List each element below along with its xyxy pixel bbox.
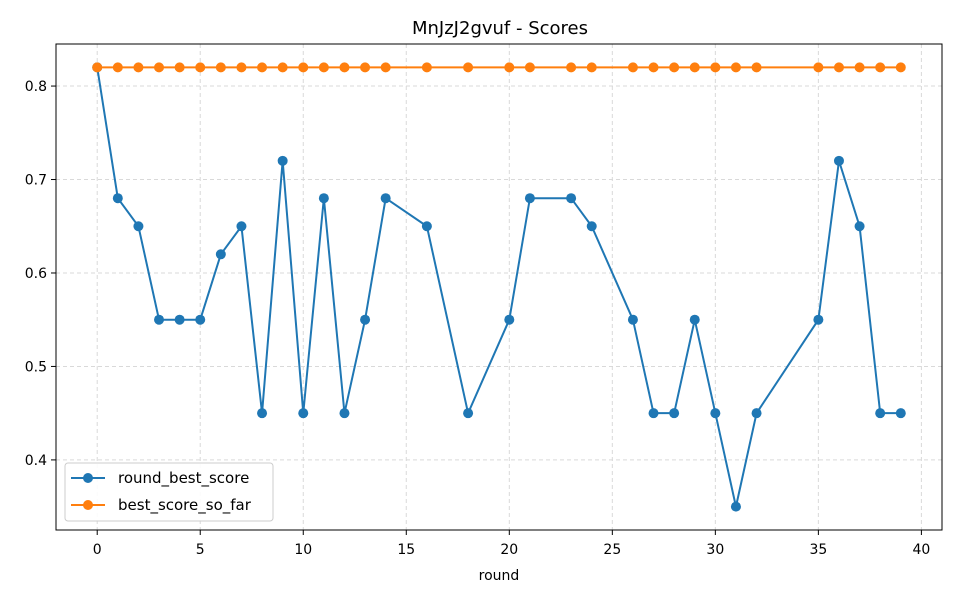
data-point bbox=[112, 193, 123, 204]
grid-lines bbox=[56, 44, 942, 530]
y-tick-label: 0.8 bbox=[25, 79, 47, 95]
data-point bbox=[154, 62, 165, 73]
data-point bbox=[298, 408, 309, 419]
data-point bbox=[524, 62, 535, 73]
data-point bbox=[215, 62, 226, 73]
legend-label: best_score_so_far bbox=[118, 496, 252, 515]
x-tick-label: 35 bbox=[809, 542, 827, 558]
data-point bbox=[174, 314, 185, 325]
data-point bbox=[133, 221, 144, 232]
data-point bbox=[730, 501, 741, 512]
x-tick-label: 30 bbox=[706, 542, 724, 558]
x-axis-ticks: 0 5 10 15 20 25 30 35 40 bbox=[93, 530, 930, 558]
chart-title: MnJzJ2gvuf - Scores bbox=[412, 18, 588, 39]
data-point bbox=[277, 155, 288, 166]
data-point bbox=[813, 314, 824, 325]
x-tick-label: 10 bbox=[294, 542, 312, 558]
data-point bbox=[751, 62, 762, 73]
series-best-score-so-far bbox=[92, 62, 906, 73]
y-axis-ticks: 0.4 0.5 0.6 0.7 0.8 bbox=[25, 79, 56, 469]
data-point bbox=[195, 314, 206, 325]
y-tick-label: 0.4 bbox=[25, 453, 47, 469]
data-point bbox=[586, 62, 597, 73]
data-point bbox=[669, 62, 680, 73]
data-point bbox=[360, 62, 371, 73]
data-point bbox=[195, 62, 206, 73]
legend: round_best_score best_score_so_far bbox=[64, 462, 274, 522]
data-point bbox=[112, 62, 123, 73]
data-point bbox=[504, 314, 515, 325]
data-point bbox=[524, 193, 535, 204]
data-point bbox=[236, 62, 247, 73]
data-point bbox=[339, 62, 350, 73]
y-tick-label: 0.5 bbox=[25, 359, 47, 375]
series-round-best-score bbox=[92, 62, 906, 512]
legend-item: round_best_score bbox=[71, 469, 249, 488]
legend-marker bbox=[83, 473, 93, 483]
data-point bbox=[318, 193, 329, 204]
data-point bbox=[92, 62, 103, 73]
data-point bbox=[339, 408, 350, 419]
legend-marker bbox=[83, 500, 93, 510]
x-tick-label: 5 bbox=[196, 542, 205, 558]
legend-item: best_score_so_far bbox=[71, 496, 252, 515]
data-point bbox=[895, 408, 906, 419]
data-point bbox=[627, 314, 638, 325]
data-point bbox=[504, 62, 515, 73]
data-point bbox=[298, 62, 309, 73]
data-point bbox=[463, 408, 474, 419]
data-point bbox=[318, 62, 329, 73]
x-tick-label: 20 bbox=[500, 542, 518, 558]
data-point bbox=[875, 408, 886, 419]
data-point bbox=[669, 408, 680, 419]
data-point bbox=[154, 314, 165, 325]
legend-box bbox=[64, 462, 274, 522]
data-point bbox=[648, 62, 659, 73]
data-point bbox=[586, 221, 597, 232]
data-point bbox=[751, 408, 762, 419]
data-point bbox=[730, 62, 741, 73]
data-point bbox=[854, 62, 865, 73]
data-point bbox=[215, 249, 226, 260]
series-layer bbox=[92, 62, 906, 512]
x-tick-label: 15 bbox=[397, 542, 415, 558]
data-point bbox=[463, 62, 474, 73]
plot-area bbox=[56, 44, 942, 530]
legend-label: round_best_score bbox=[118, 469, 249, 488]
x-tick-label: 25 bbox=[603, 542, 621, 558]
x-tick-label: 40 bbox=[912, 542, 930, 558]
data-point bbox=[174, 62, 185, 73]
y-tick-label: 0.7 bbox=[25, 173, 47, 189]
y-tick-label: 0.6 bbox=[25, 266, 47, 282]
data-point bbox=[833, 62, 844, 73]
data-point bbox=[833, 155, 844, 166]
data-point bbox=[360, 314, 371, 325]
data-point bbox=[133, 62, 144, 73]
data-point bbox=[380, 193, 391, 204]
data-point bbox=[566, 62, 577, 73]
x-tick-label: 0 bbox=[93, 542, 102, 558]
data-point bbox=[236, 221, 247, 232]
data-point bbox=[648, 408, 659, 419]
data-point bbox=[854, 221, 865, 232]
data-point bbox=[257, 408, 268, 419]
data-point bbox=[895, 62, 906, 73]
data-point bbox=[710, 62, 721, 73]
x-axis-label: round bbox=[479, 568, 520, 584]
data-point bbox=[277, 62, 288, 73]
data-point bbox=[875, 62, 886, 73]
data-point bbox=[257, 62, 268, 73]
data-point bbox=[627, 62, 638, 73]
data-point bbox=[421, 62, 432, 73]
data-point bbox=[689, 314, 700, 325]
data-point bbox=[380, 62, 391, 73]
data-point bbox=[421, 221, 432, 232]
data-point bbox=[689, 62, 700, 73]
data-point bbox=[813, 62, 824, 73]
data-point bbox=[566, 193, 577, 204]
data-point bbox=[710, 408, 721, 419]
plot-frame bbox=[55, 43, 943, 531]
